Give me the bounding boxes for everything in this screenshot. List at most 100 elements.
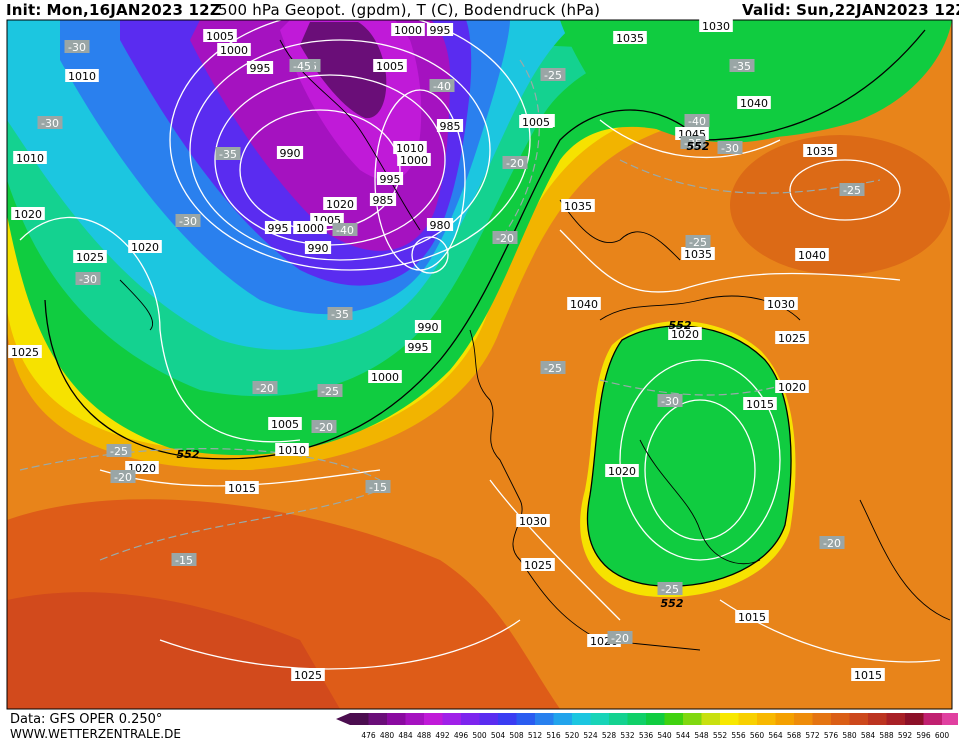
temperature-label-box [37,116,63,129]
data-source: Data: GFS OPER 0.250° [10,712,163,727]
pressure-label-box [11,207,45,220]
pressure-label-box [376,172,404,185]
pressure-label: 1005 [376,60,404,73]
pressure-label-box [304,241,332,254]
temperature-label-box [332,223,358,236]
pressure-label: 1040 [740,97,768,110]
temperature-label: -25 [110,445,128,458]
legend-swatch [405,713,425,725]
legend-tick-label: 524 [583,731,598,740]
legend-tick-label: 532 [620,731,635,740]
pressure-label-box [246,61,274,74]
legend-swatch [553,713,573,725]
pressure-label: 1000 [400,154,428,167]
temperature-label-box [64,40,90,53]
pressure-label-box [65,69,99,82]
legend-swatch [516,713,536,725]
legend-swatch [831,713,850,725]
temperature-label: -25 [321,385,339,398]
pressure-label: 1015 [746,398,774,411]
legend-swatch [775,713,795,725]
legend-tick-label: 496 [454,731,469,740]
init-label: Init: [6,1,42,19]
pressure-label-box [225,481,259,494]
temperature-label: -20 [114,471,132,484]
temperature-label: -20 [315,421,333,434]
legend-arrow-left [336,713,350,725]
pressure-label: 1020 [778,381,806,394]
pressure-label: 1010 [68,70,96,83]
temperature-label: -40 [336,224,354,237]
init-time: Init: Mon,16JAN2023 12Z [6,1,221,19]
pressure-label: 1025 [294,669,322,682]
legend-tick-label: 552 [713,731,728,740]
temperature-label: -20 [496,232,514,245]
pressure-label-box [414,320,442,333]
temperature-label-box [327,307,353,320]
pressure-label: 1015 [738,611,766,624]
pressure-label-box [373,59,407,72]
pressure-label: 980 [430,219,451,232]
temperature-label-box [171,553,197,566]
legend-swatch [572,713,591,725]
temperature-label: -15 [175,554,193,567]
contour-552-west [44,109,701,460]
pressure-label-box [561,199,595,212]
temperature-label-box [317,384,343,397]
legend-swatch [868,713,887,725]
color-legend: 476 480 484 488 492 496 500 504 508 512 516 520 524 5… [336,713,958,740]
pressure-label: 1010 [396,142,424,155]
legend-swatch [368,713,388,725]
pressure-label-box [426,23,454,36]
temperature-labels: -30-45-40-35-40-45-30-30-35-25-20-20-35-… [37,40,865,645]
pressure-label: 1005 [206,30,234,43]
legend-tick-label: 564 [768,731,783,740]
legend-swatch [479,713,499,725]
legend-swatch [627,713,647,725]
pressure-label: 1020 [131,241,159,254]
temperature-label: -25 [544,69,562,82]
pressure-label: 985 [440,120,461,133]
north-green-strip [560,20,952,140]
legend-swatch [849,713,869,725]
pressure-label: 1020 [608,465,636,478]
legend-tick-label: 516 [546,731,561,740]
legend-swatch [387,713,406,725]
temperature-label-box [175,214,201,227]
temperature-label: -20 [823,537,841,550]
legend-tick-label: 588 [879,731,894,740]
temperature-label: -30 [721,142,739,155]
legend-swatch [701,713,721,725]
legend-tick-label: 556 [731,731,746,740]
pressure-label-box [275,443,309,456]
temperature-label-box [680,136,706,149]
map-frame [6,19,953,710]
pressure-label: 1035 [616,32,644,45]
pressure-label-box [803,144,837,157]
pressure-label-box [795,248,829,261]
pressure-label: 995 [430,24,451,37]
pressure-label: 1025 [11,346,39,359]
northeast-orange-fill [730,135,950,275]
pressure-label: 1030 [519,515,547,528]
pressure-label-box [681,247,715,260]
contour-552-north [699,29,926,141]
pressure-label: 1015 [854,669,882,682]
deep-purple-core [300,22,387,119]
pressure-label-box [699,19,733,32]
legend-tick-label: 572 [805,731,820,740]
temperature-label: -30 [179,215,197,228]
legend-tick-label: 476 [361,731,376,740]
pressure-label: 990 [308,242,329,255]
pressure-label: 995 [408,341,429,354]
temperature-label-box [684,114,710,127]
legend-tick-label: 508 [509,731,524,740]
legend-tick-label: 600 [935,731,950,740]
legend-swatch [350,713,369,725]
pressure-label-box [743,397,777,410]
pressure-label-box [323,197,357,210]
pressure-label: 1000 [220,44,248,57]
pressure-label: 1020 [671,328,699,341]
legend-tick-label: 548 [694,731,709,740]
valid-label: Valid: [742,1,792,19]
